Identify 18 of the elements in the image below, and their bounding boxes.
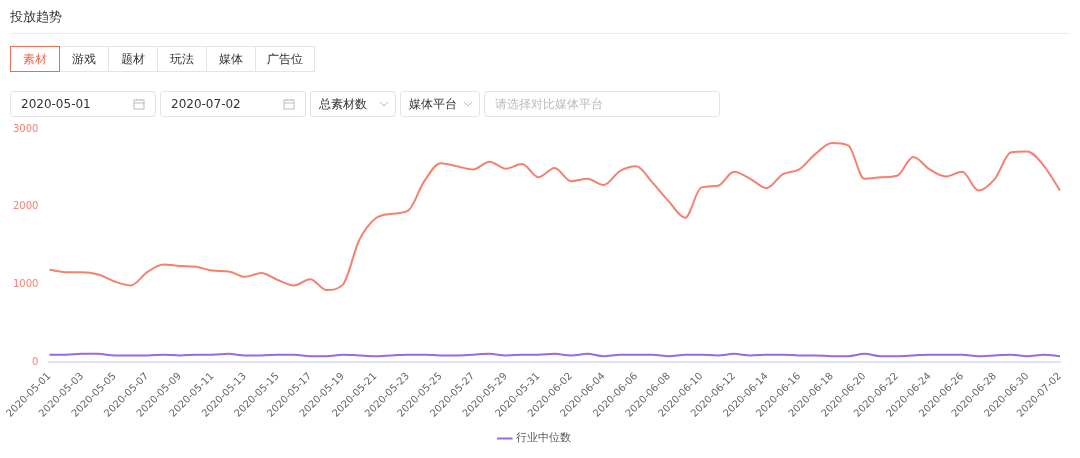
text: 题材	[108, 46, 158, 72]
y-tick-label: 1000	[13, 278, 39, 290]
y-tick-label: 0	[32, 356, 39, 368]
text: 素材	[10, 46, 60, 72]
legend-label: 行业中位数	[515, 431, 571, 445]
text: 广告位	[255, 46, 315, 72]
text: 2020-05-01	[21, 97, 91, 111]
text: 游戏	[59, 46, 109, 72]
text: 媒体	[206, 46, 256, 72]
text: 媒体平台	[409, 95, 457, 113]
y-tick-label: 3000	[13, 122, 39, 134]
text: 请选择对比媒体平台	[484, 91, 720, 117]
text: 2020-07-02	[171, 97, 241, 111]
line-series	[48, 142, 1061, 292]
text: 总素材数	[319, 95, 367, 113]
text: 玩法	[157, 46, 207, 72]
chart-title: 投放趋势	[10, 8, 62, 26]
y-tick-label: 2000	[13, 200, 39, 212]
